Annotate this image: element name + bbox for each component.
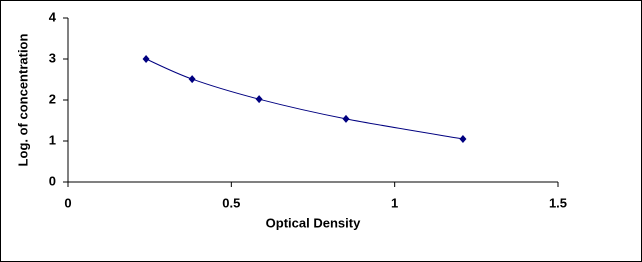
y-tick-label: 2: [49, 91, 56, 106]
x-tick-label: 1.5: [549, 195, 567, 210]
x-tick-label: 0: [64, 195, 71, 210]
y-tick-label: 1: [49, 132, 56, 147]
x-tick-label: 1: [391, 195, 398, 210]
y-axis-label: Log. of concentration: [15, 34, 30, 167]
point: [255, 95, 263, 104]
point: [142, 55, 150, 63]
y-tick-label: 3: [49, 50, 56, 65]
point: [342, 114, 350, 123]
x-tick-label: 0.5: [222, 195, 240, 210]
curve: [145, 58, 464, 140]
y-tick-label: 4: [49, 9, 57, 24]
y-tick-label: 0: [49, 173, 56, 188]
point: [459, 134, 467, 143]
point: [188, 75, 196, 84]
x-axis-label: Optical Density: [266, 215, 361, 230]
